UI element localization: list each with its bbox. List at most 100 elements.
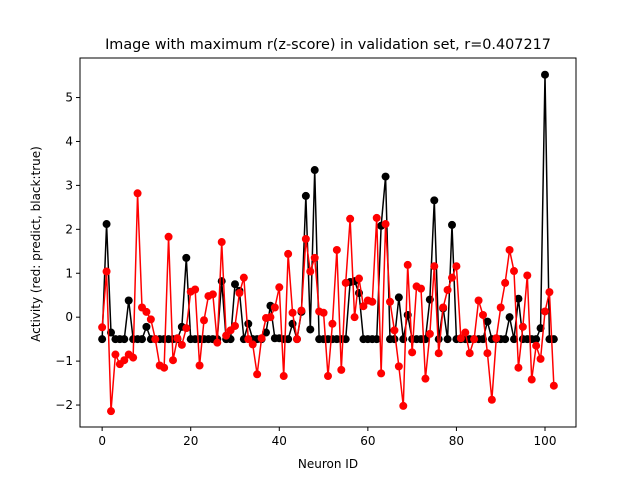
data-point-predict [195, 361, 204, 370]
data-point-predict [523, 271, 532, 280]
data-point-predict [129, 353, 138, 362]
data-point-predict [222, 331, 231, 340]
data-point-predict [146, 315, 155, 324]
data-point-predict [390, 326, 399, 335]
x-tick-label: 0 [98, 434, 106, 448]
data-point-true [483, 317, 492, 326]
data-point-predict [386, 297, 394, 306]
y-axis-label: Activity (red: predict, black:true) [29, 146, 43, 342]
data-point-predict [443, 285, 452, 294]
data-point-predict [217, 238, 226, 247]
data-point-true [142, 322, 151, 331]
chart-title: Image with maximum r(z-score) in validat… [105, 37, 551, 53]
data-point-true [310, 166, 319, 175]
data-point-predict [306, 267, 315, 276]
data-point-predict [434, 349, 443, 358]
data-point-predict [133, 189, 142, 198]
data-point-true [501, 335, 510, 344]
data-point-predict [492, 334, 501, 343]
data-point-predict [169, 356, 177, 365]
data-point-true [98, 335, 107, 344]
y-tick-label: 0 [65, 310, 73, 324]
data-point-predict [231, 321, 239, 330]
x-tick-label: 80 [449, 434, 464, 448]
data-point-true [448, 220, 456, 229]
y-tick-label: 4 [65, 134, 73, 148]
data-point-predict [279, 372, 288, 381]
data-point-predict [301, 234, 310, 243]
data-point-predict [208, 290, 217, 299]
data-point-predict [111, 350, 120, 359]
data-point-predict [510, 267, 518, 276]
data-point-predict [151, 335, 160, 344]
data-point-predict [399, 401, 408, 410]
data-point-predict [549, 381, 558, 390]
data-point-predict [239, 273, 248, 282]
data-point-true [102, 220, 111, 229]
data-point-true [231, 280, 239, 289]
data-point-true [284, 335, 293, 344]
y-tick-label: 1 [65, 266, 73, 280]
data-point-predict [377, 369, 386, 378]
data-point-predict [372, 213, 381, 222]
data-point-true [182, 253, 191, 262]
x-tick-label: 100 [534, 434, 557, 448]
data-point-predict [456, 334, 465, 343]
data-point-predict [310, 253, 319, 262]
data-point-predict [164, 232, 173, 241]
data-point-predict [275, 283, 284, 292]
data-point-predict [479, 310, 487, 319]
data-point-predict [394, 362, 403, 371]
data-point-predict [439, 303, 448, 312]
data-point-predict [532, 341, 541, 350]
data-point-predict [288, 308, 297, 317]
y-tick-label: −1 [55, 354, 73, 368]
data-point-predict [328, 319, 337, 328]
data-point-predict [346, 214, 355, 223]
data-point-true [532, 335, 541, 344]
data-point-predict [496, 303, 505, 312]
data-point-predict [368, 297, 377, 306]
data-point-predict [518, 322, 527, 331]
data-point-predict [213, 338, 222, 347]
data-point-true [430, 196, 439, 205]
y-tick-label: −2 [55, 398, 73, 412]
data-point-predict [200, 316, 208, 325]
data-point-predict [284, 249, 293, 258]
data-point-true [301, 191, 310, 200]
data-point-true [244, 319, 253, 328]
data-point-predict [417, 284, 425, 293]
data-point-predict [355, 274, 363, 283]
data-point-predict [98, 323, 107, 332]
data-point-predict [102, 267, 111, 276]
data-point-predict [350, 313, 359, 322]
series-predict [98, 189, 558, 416]
data-point-predict [244, 335, 253, 344]
plot-area [98, 70, 558, 416]
data-point-predict [337, 365, 346, 374]
data-point-predict [487, 395, 496, 404]
data-point-predict [536, 354, 545, 363]
data-point-predict [448, 273, 456, 282]
axis-ticks: 0 20 40 60 80 100 −2 −1 0 1 2 3 4 5 [55, 91, 556, 448]
data-point-predict [160, 363, 169, 372]
data-point-true [514, 294, 523, 303]
data-point-predict [403, 260, 412, 269]
data-point-predict [257, 334, 266, 343]
data-point-predict [332, 245, 341, 254]
data-point-predict [505, 245, 514, 254]
data-point-predict [266, 313, 275, 322]
data-point-true [541, 70, 549, 79]
y-tick-label: 5 [65, 91, 73, 105]
data-point-true [381, 172, 390, 181]
data-point-predict [527, 375, 536, 384]
data-point-predict [248, 340, 257, 349]
data-point-predict [182, 324, 191, 333]
data-point-predict [173, 334, 182, 343]
plot-frame [79, 57, 577, 428]
data-point-predict [474, 296, 483, 305]
data-point-predict [461, 328, 470, 337]
data-point-predict [270, 303, 279, 312]
data-point-true [120, 335, 129, 344]
